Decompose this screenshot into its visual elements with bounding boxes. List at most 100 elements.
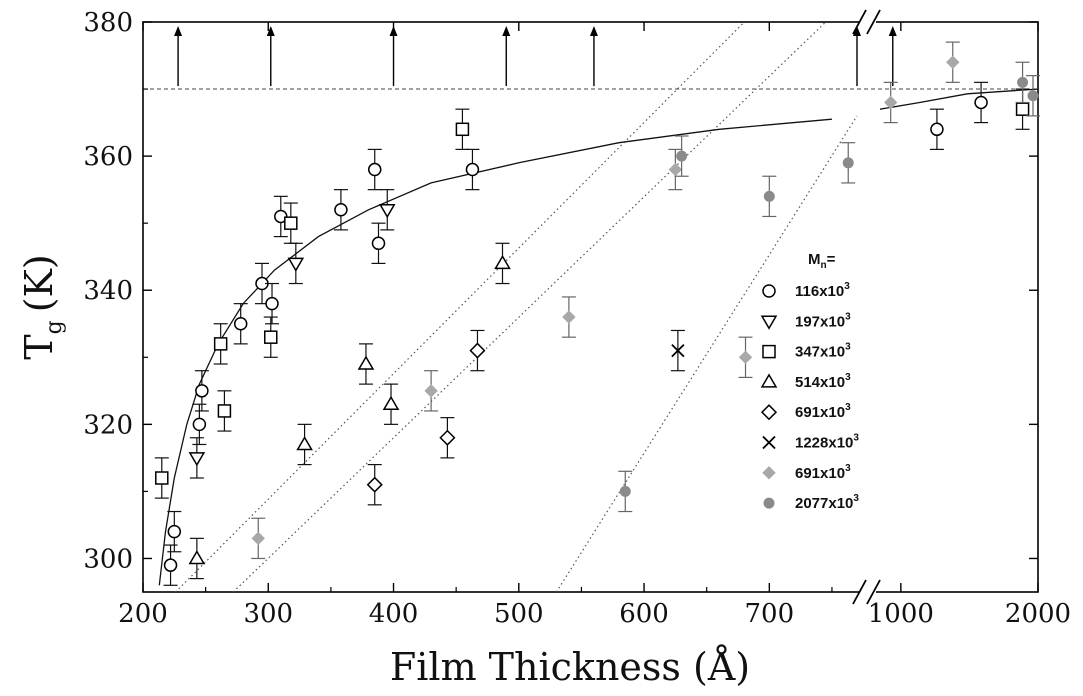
marker-filled-diamond bbox=[251, 531, 265, 546]
marker-circle bbox=[192, 417, 207, 432]
x-axis-title: Film Thickness (Å) bbox=[390, 645, 750, 689]
y-tick-label: 300 bbox=[83, 544, 133, 574]
x-tick-label: 200 bbox=[118, 599, 168, 629]
axis-break-mark-top bbox=[852, 9, 881, 35]
data-point bbox=[945, 41, 960, 83]
legend-entry: 514x103 bbox=[760, 372, 851, 391]
data-point bbox=[674, 135, 689, 177]
legend-label-exp: 3 bbox=[844, 281, 850, 292]
fit-curve-main bbox=[158, 118, 832, 586]
legend-label-base: 347x10 bbox=[795, 344, 845, 361]
data-point bbox=[618, 470, 633, 513]
legend-marker-square bbox=[762, 344, 776, 359]
marker-square bbox=[1015, 102, 1030, 116]
x-tick-label: 1000 bbox=[868, 599, 934, 629]
data-point bbox=[296, 423, 313, 466]
marker-triangle-down bbox=[287, 257, 305, 272]
marker-filled-diamond bbox=[946, 55, 960, 69]
y-tick-label: 320 bbox=[83, 410, 133, 440]
marker-triangle-up bbox=[188, 549, 206, 565]
data-point bbox=[283, 202, 298, 244]
marker-filled-circle bbox=[842, 157, 854, 169]
marker-circle bbox=[265, 296, 279, 311]
legend-label-exp: 3 bbox=[853, 433, 859, 444]
marker-filled-circle bbox=[763, 190, 775, 202]
marker-triangle-up bbox=[357, 355, 375, 370]
legend-label: 1228x103 bbox=[795, 433, 859, 452]
marker-diamond bbox=[366, 476, 383, 493]
data-point bbox=[1025, 75, 1040, 117]
data-point bbox=[465, 148, 480, 191]
marker-cross bbox=[671, 343, 685, 358]
legend-label-exp: 3 bbox=[845, 463, 851, 474]
y-tick-label: 340 bbox=[83, 276, 133, 306]
marker-triangle-up bbox=[296, 435, 313, 451]
legend-label: 116x103 bbox=[795, 281, 850, 300]
fit-curve-inset bbox=[879, 88, 1038, 110]
legend-marker-filled-diamond bbox=[762, 466, 776, 480]
legend-entry: 116x103 bbox=[762, 281, 850, 300]
data-point bbox=[494, 242, 511, 285]
legend-label: 197x103 bbox=[795, 311, 851, 330]
bulk-tg-arrow-3 bbox=[389, 26, 398, 87]
data-point bbox=[188, 437, 206, 479]
marker-filled-diamond bbox=[668, 162, 683, 177]
legend-entry: 197x103 bbox=[760, 311, 851, 330]
marker-filled-diamond bbox=[738, 350, 753, 365]
legend-marker-cross bbox=[762, 435, 776, 450]
legend-label: 347x103 bbox=[795, 342, 851, 361]
legend-entry: 691x103 bbox=[760, 402, 851, 421]
legend-title-main: M bbox=[808, 251, 821, 268]
marker-square bbox=[213, 337, 228, 351]
data-point bbox=[357, 343, 375, 385]
data-point bbox=[424, 370, 439, 412]
marker-square bbox=[264, 330, 278, 344]
x-tick-label: 300 bbox=[243, 599, 293, 629]
marker-square bbox=[284, 216, 298, 230]
marker-circle bbox=[167, 524, 182, 539]
legend-label-base: 1228x10 bbox=[795, 435, 853, 452]
legend-marker-triangle-down bbox=[760, 315, 778, 330]
x-tick-label: 500 bbox=[494, 599, 544, 629]
series-4 bbox=[188, 242, 511, 580]
dotted-trend-line-1 bbox=[175, 22, 745, 592]
bulk-tg-arrow-5 bbox=[589, 26, 598, 87]
marker-diamond bbox=[469, 342, 486, 359]
legend-title-sub: n bbox=[821, 260, 827, 271]
legend-label-base: 2077x10 bbox=[795, 495, 853, 512]
marker-square bbox=[217, 404, 232, 418]
marker-filled-diamond bbox=[424, 384, 438, 398]
data-point bbox=[287, 242, 305, 285]
y-axis-title-main: T bbox=[17, 334, 61, 359]
data-point bbox=[217, 390, 232, 432]
marker-circle bbox=[334, 203, 348, 217]
bulk-tg-arrow-7 bbox=[888, 26, 897, 87]
bulk-tg-arrows bbox=[174, 26, 897, 87]
marker-square bbox=[155, 471, 169, 485]
y-axis-title-unit: (K) bbox=[17, 254, 61, 312]
dotted-trend-line-2 bbox=[232, 22, 827, 592]
y-axis-title: Tg (K) bbox=[17, 254, 67, 360]
legend-label-base: 514x10 bbox=[795, 374, 845, 391]
legend-entry: 691x103 bbox=[762, 463, 851, 482]
series-8 bbox=[618, 61, 1040, 513]
data-point bbox=[670, 329, 685, 372]
data-point bbox=[255, 262, 269, 305]
data-point bbox=[883, 81, 898, 124]
x-tick-label: 700 bbox=[744, 599, 794, 629]
legend-label: 2077x103 bbox=[795, 493, 859, 512]
marker-triangle-down bbox=[378, 204, 396, 219]
data-point bbox=[841, 142, 856, 184]
data-point bbox=[366, 463, 383, 506]
legend-entry: 2077x103 bbox=[763, 493, 859, 512]
data-point bbox=[974, 81, 989, 124]
legend-label: 691x103 bbox=[795, 402, 851, 421]
legend-label-exp: 3 bbox=[845, 342, 851, 353]
legend-label: 691x103 bbox=[795, 463, 851, 482]
series-7 bbox=[251, 41, 960, 560]
data-point bbox=[382, 383, 400, 425]
data-point bbox=[154, 457, 169, 499]
data-point bbox=[251, 517, 266, 560]
data-point bbox=[762, 175, 777, 218]
data-point bbox=[163, 544, 178, 586]
